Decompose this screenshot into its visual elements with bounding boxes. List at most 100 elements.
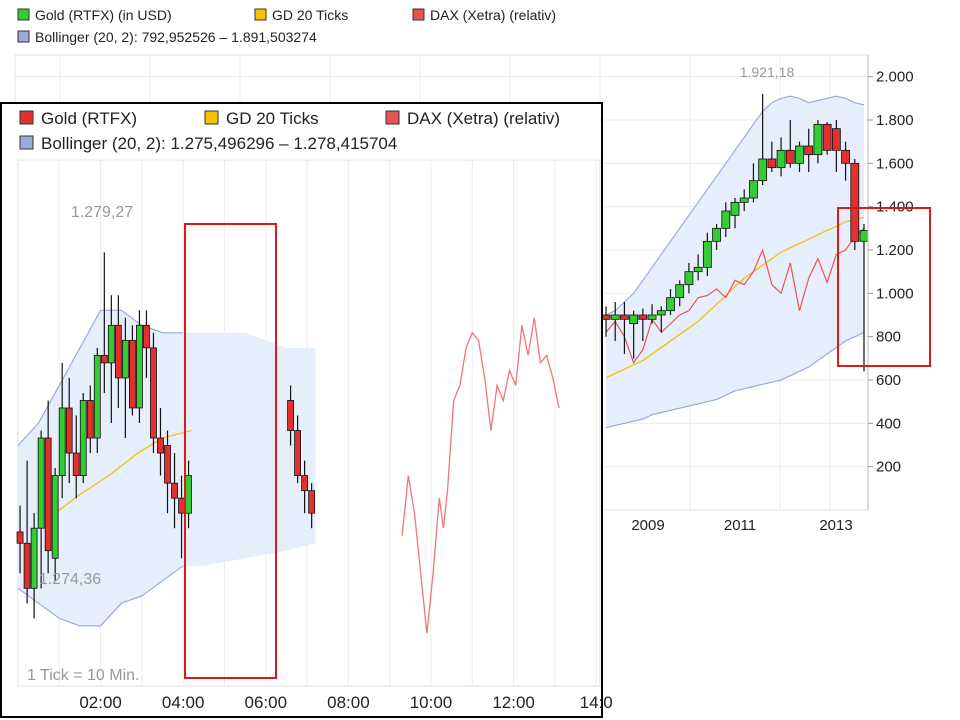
background-bollinger-lower	[605, 331, 865, 429]
background-x-tick-1: 2011	[724, 517, 756, 534]
inset-candle-16	[129, 325, 136, 416]
background-x-tick-labels: 2009 2011 2013	[631, 517, 852, 534]
inset-candle-26	[294, 415, 302, 484]
background-candle-12	[712, 224, 721, 250]
inset-x-tick-3: 08:00	[327, 693, 370, 712]
background-candle-6	[656, 306, 666, 333]
inset-candle-18	[143, 310, 150, 378]
background-legend-gold: Gold (RTFX) (in USD)	[35, 7, 172, 23]
background-candles	[601, 94, 869, 372]
inset-footnote: 1 Tick = 10 Min.	[27, 667, 140, 684]
inset-x-tick-4: 10:00	[410, 693, 453, 712]
inset-legend-bollinger: Bollinger (20, 2): 1.275,496296 – 1.278,…	[41, 134, 397, 153]
background-legend-gd20: GD 20 Ticks	[272, 7, 348, 23]
background-ma20-line	[605, 216, 865, 379]
inset-candle-3	[37, 430, 45, 589]
background-y-tick-8: 400	[876, 415, 901, 432]
inset-legend-swatch-bollinger	[19, 135, 34, 150]
background-candle-20	[785, 120, 795, 168]
inset-candle-22	[171, 453, 178, 529]
background-y-tick-9: 200	[876, 459, 901, 476]
background-candle-27	[850, 159, 860, 250]
background-candle-8	[675, 280, 685, 307]
inset-legend-swatch-gold	[19, 110, 34, 125]
inset-x-tick-6: 14:0	[580, 693, 613, 712]
background-candle-24	[822, 122, 832, 155]
inset-candle-1	[23, 460, 31, 604]
background-candle-2	[620, 302, 629, 354]
background-candle-5	[647, 304, 657, 324]
background-legend-bollinger: Bollinger (20, 2): 792,952526 – 1.891,50…	[35, 29, 317, 45]
inset-x-tick-labels: 02:00 04:00 06:00 08:00 10:00 12:00 14:0	[79, 693, 612, 712]
background-candle-1	[610, 302, 620, 341]
background-y-tick-labels: 2.0001.8001.6001.4001.2001.0008006004002…	[868, 69, 914, 476]
background-candle-21	[795, 141, 804, 172]
inset-bollinger-lower	[17, 565, 184, 627]
background-max-annotation: 1.921,18	[740, 64, 795, 80]
inset-candle-6	[58, 362, 66, 499]
background-candle-4	[638, 308, 648, 341]
background-candle-18	[767, 141, 777, 172]
background-candle-7	[666, 289, 675, 315]
background-dax-line	[605, 227, 865, 364]
background-legend-swatch-gd20	[254, 8, 267, 21]
inset-candle-9	[79, 392, 87, 484]
background-bollinger-upper	[605, 95, 865, 316]
inset-legend-gold: Gold (RTFX)	[41, 109, 137, 128]
inset-candle-15	[121, 317, 129, 439]
inset-chart: 02:00 04:00 06:00 08:00 10:00 12:00 14:0 1.279…	[0, 102, 613, 718]
inset-dax-line	[401, 317, 560, 634]
background-candle-26	[841, 141, 850, 181]
inset-x-tick-1: 04:00	[162, 693, 205, 712]
inset-candle-17	[136, 310, 143, 423]
inset-candle-11	[93, 347, 101, 454]
background-y-tick-0: 2.000	[876, 69, 914, 86]
background-candle-13	[721, 202, 731, 237]
background-candle-19	[776, 137, 786, 177]
background-x-tick-2: 2013	[819, 517, 852, 534]
background-candle-16	[749, 163, 758, 203]
background-legend-swatch-dax	[412, 8, 425, 21]
background-bollinger-band	[605, 95, 865, 429]
background-legend: Gold (RTFX) (in USD) GD 20 Ticks DAX (Xe…	[17, 7, 556, 45]
background-candle-11	[702, 232, 712, 276]
inset-candle-25	[287, 385, 294, 446]
background-highlight-box	[837, 207, 931, 367]
inset-x-tick-5: 12:00	[492, 693, 535, 712]
inset-x-tick-2: 06:00	[245, 693, 288, 712]
inset-min-annotation: 1.274,36	[39, 571, 101, 588]
inset-candle-2	[30, 513, 38, 619]
background-candle-10	[693, 254, 703, 281]
inset-x-tick-0: 02:00	[79, 693, 122, 712]
background-x-tick-0: 2009	[631, 517, 664, 534]
background-candle-25	[831, 120, 841, 172]
inset-candle-19	[150, 332, 157, 454]
background-y-tick-5: 1.000	[876, 285, 914, 302]
inset-candle-12	[100, 252, 108, 393]
inset-legend-swatch-gd20	[204, 110, 219, 125]
inset-candle-13	[107, 295, 115, 423]
inset-candle-7	[65, 377, 73, 484]
background-y-tick-1: 1.800	[876, 112, 914, 129]
background-y-tick-2: 1.600	[876, 155, 914, 172]
background-candle-23	[813, 120, 823, 164]
inset-candle-27	[301, 460, 309, 514]
inset-highlight-box	[184, 223, 277, 679]
background-candle-3	[629, 310, 639, 359]
inset-max-annotation: 1.279,27	[71, 204, 133, 221]
background-candle-14	[730, 198, 740, 229]
background-legend-swatch-bollinger	[17, 30, 30, 43]
inset-legend-gd20: GD 20 Ticks	[226, 109, 319, 128]
inset-legend: Gold (RTFX) GD 20 Ticks DAX (Xetra) (rel…	[19, 109, 560, 153]
inset-candle-28	[308, 483, 316, 529]
background-candle-9	[684, 263, 694, 294]
background-legend-dax: DAX (Xetra) (relativ)	[430, 7, 556, 23]
inset-candle-21	[164, 430, 171, 514]
inset-candle-20	[157, 407, 164, 476]
background-y-tick-6: 800	[876, 329, 901, 346]
inset-candle-10	[86, 385, 94, 454]
inset-candle-4	[44, 400, 52, 574]
background-bollinger-fill	[606, 96, 864, 428]
inset-legend-dax: DAX (Xetra) (relativ)	[407, 109, 560, 128]
